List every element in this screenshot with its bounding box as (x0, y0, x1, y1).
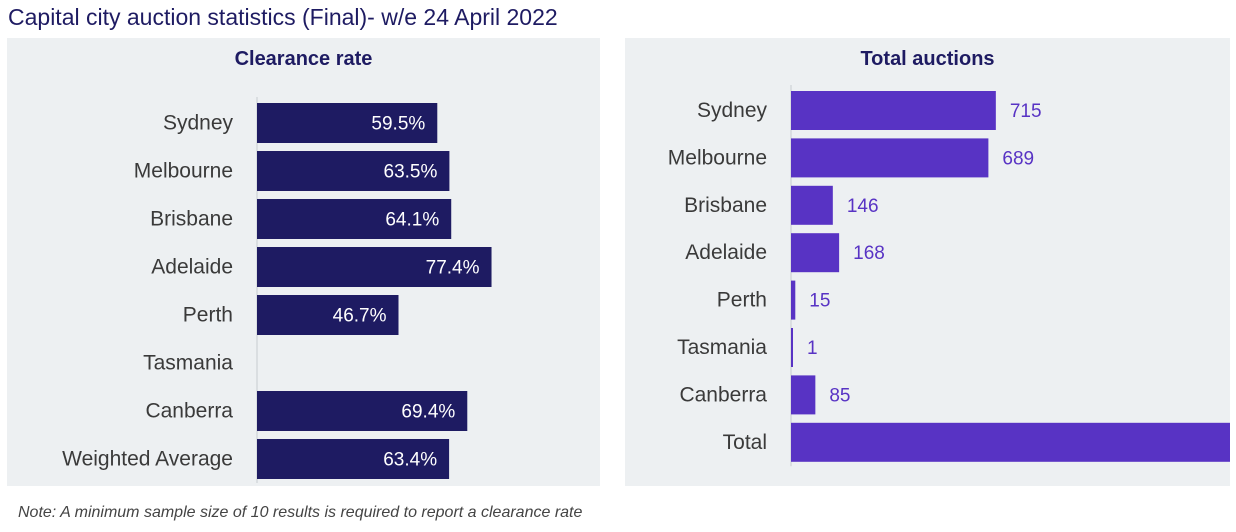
total-auctions-chart: Sydney 715 Melbourne 689 Brisbane 146 Adelaide… (668, 85, 1230, 467)
clearance-category-label-perth: Perth (183, 304, 233, 327)
clearance-bar-adelaide (257, 247, 492, 287)
clearance-category-label-tasmania: Tasmania (143, 352, 233, 375)
clearance-value-label-brisbane: 64.1% (385, 210, 439, 231)
clearance-rate-panel: Clearance rate Sydney 59.5% Melbourne 63.5%… (7, 38, 600, 486)
clearance-rate-chart: Sydney 59.5% Melbourne 63.5% Brisbane 64.1% Ad… (62, 97, 492, 483)
auctions-bar-brisbane (791, 185, 833, 225)
clearance-bar-canberra (257, 391, 468, 431)
clearance-bar-weighted-average (257, 439, 450, 479)
clearance-category-label-canberra: Canberra (145, 400, 233, 423)
total-auctions-title: Total auctions (860, 48, 995, 70)
auctions-bar-adelaide (791, 233, 840, 273)
auctions-value-label-canberra: 85 (829, 385, 850, 406)
clearance-rate-title: Clearance rate (234, 48, 373, 70)
auctions-value-label-adelaide: 168 (853, 243, 885, 264)
auctions-category-label-adelaide: Adelaide (685, 241, 767, 264)
clearance-bar-perth (257, 295, 399, 335)
auctions-value-label-tasmania: 1 (807, 338, 818, 359)
auctions-bar-canberra (791, 375, 816, 415)
clearance-category-label-adelaide: Adelaide (151, 256, 233, 279)
clearance-value-label-canberra: 69.4% (401, 402, 455, 423)
auctions-category-label-canberra: Canberra (679, 383, 767, 406)
auctions-category-label-brisbane: Brisbane (684, 194, 767, 217)
clearance-category-label-melbourne: Melbourne (134, 160, 233, 183)
auctions-value-label-brisbane: 146 (847, 196, 879, 217)
page-title: Capital city auction statistics (Final)-… (8, 4, 558, 30)
auctions-value-label-perth: 15 (809, 291, 830, 312)
clearance-bar-sydney (257, 103, 438, 143)
clearance-category-label-weighted-average: Weighted Average (62, 448, 233, 471)
clearance-value-label-sydney: 59.5% (371, 114, 425, 135)
clearance-bar-brisbane (257, 199, 452, 239)
clearance-category-label-brisbane: Brisbane (150, 208, 233, 231)
auctions-bar-melbourne (791, 138, 989, 178)
auctions-category-label-tasmania: Tasmania (677, 336, 767, 359)
footnote: Note: A minimum sample size of 10 result… (18, 504, 583, 521)
clearance-category-label-sydney: Sydney (163, 112, 234, 135)
auctions-bar-sydney (791, 91, 996, 130)
auctions-bar-tasmania (791, 328, 793, 367)
auctions-value-label-sydney: 715 (1010, 101, 1042, 122)
clearance-value-label-melbourne: 63.5% (384, 162, 438, 183)
auctions-category-label-melbourne: Melbourne (668, 146, 767, 169)
auctions-category-label-sydney: Sydney (697, 99, 768, 122)
auctions-value-label-melbourne: 689 (1002, 148, 1034, 169)
clearance-value-label-weighted-average: 63.4% (383, 450, 437, 471)
auctions-category-label-total: Total (723, 431, 767, 454)
clearance-value-label-adelaide: 77.4% (426, 258, 480, 279)
total-auctions-panel: Total auctions Sydney 715 Melbourne 689 Bris… (625, 38, 1230, 486)
auctions-category-label-perth: Perth (717, 289, 767, 312)
auctions-bar-perth (791, 280, 796, 320)
clearance-bar-melbourne (257, 151, 450, 191)
clearance-value-label-perth: 46.7% (333, 306, 387, 327)
auctions-bar-total (791, 422, 1230, 462)
